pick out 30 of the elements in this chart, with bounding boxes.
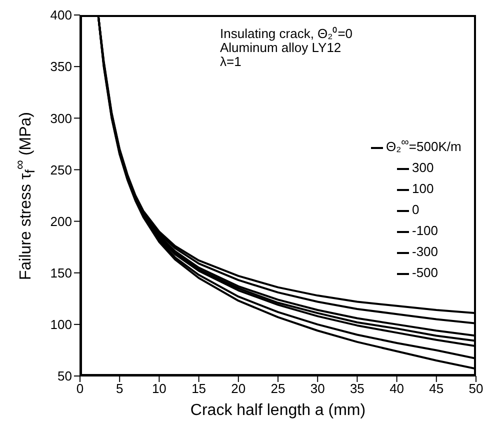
x-tick-label: 50 [468, 381, 484, 396]
legend-label: 0 [412, 202, 420, 218]
y-tick-label: 400 [50, 8, 72, 23]
y-tick-label: 350 [50, 59, 72, 74]
annotation: λ=1 [220, 54, 242, 69]
legend-label: Θ₂$^{∞}$=500K/m [386, 137, 462, 154]
x-tick-label: 20 [231, 381, 246, 396]
y-tick-label: 250 [50, 162, 72, 178]
legend-label: -500 [412, 265, 438, 280]
legend-label: -100 [412, 223, 438, 238]
x-tick-label: 5 [116, 381, 124, 396]
x-tick-label: 35 [350, 381, 364, 396]
y-tick-label: 200 [50, 214, 72, 229]
x-tick-label: 15 [192, 381, 206, 396]
x-axis-title: Crack half length a (mm) [190, 402, 366, 419]
x-tick-label: 10 [152, 381, 166, 396]
x-tick-label: 45 [429, 381, 444, 396]
x-tick-label: 25 [270, 381, 286, 396]
annotation: Insulating crack, Θ₂⁰=0 [220, 26, 353, 41]
x-tick-label: 30 [310, 381, 325, 396]
y-tick-label: 50 [58, 368, 72, 384]
y-tick-label: 150 [50, 265, 72, 280]
x-tick-label: 0 [76, 381, 84, 396]
y-tick-label: 100 [50, 317, 72, 332]
legend-label: 300 [412, 160, 434, 176]
legend-label: -300 [412, 244, 438, 260]
x-tick-label: 40 [390, 381, 404, 396]
legend-label: 100 [412, 181, 434, 196]
annotation: Aluminum alloy LY12 [220, 40, 342, 55]
y-tick-label: 300 [50, 110, 72, 126]
